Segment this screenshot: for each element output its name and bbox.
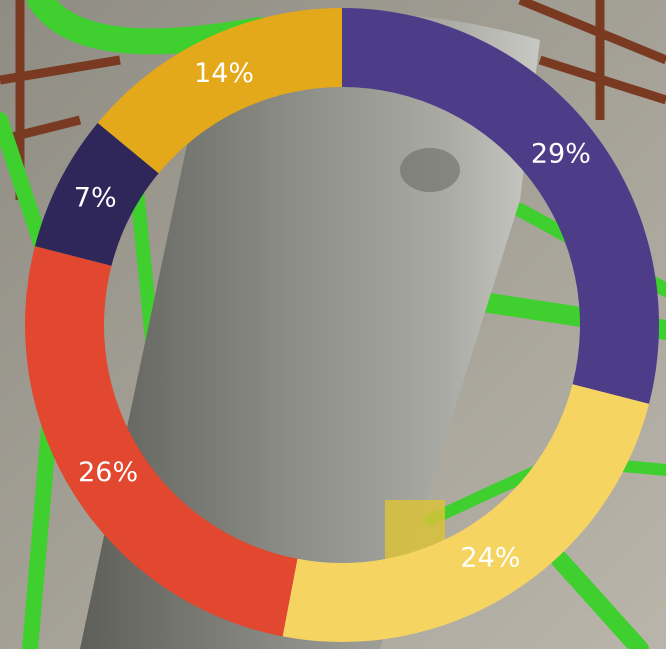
donut-segment xyxy=(34,122,159,266)
donut-segment xyxy=(25,246,298,637)
value-label: 14% xyxy=(194,58,254,89)
value-label: 24% xyxy=(460,542,520,573)
donut: 29% 24% 26% 7% 14% xyxy=(25,8,659,642)
donut-segment xyxy=(282,384,650,642)
value-label: 7% xyxy=(74,183,117,214)
donut-segment xyxy=(97,8,342,174)
donut-segment xyxy=(342,8,659,404)
value-label: 26% xyxy=(78,457,138,488)
value-label: 29% xyxy=(531,139,591,170)
